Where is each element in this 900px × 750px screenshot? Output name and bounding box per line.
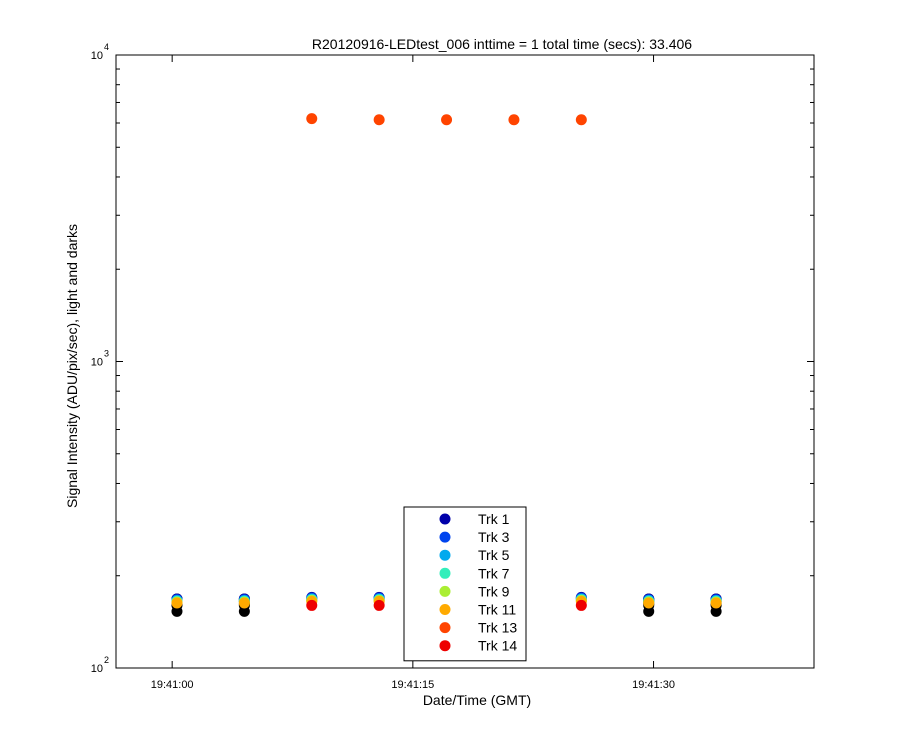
legend-label: Trk 9 xyxy=(478,583,510,599)
data-point-trk-11 xyxy=(710,597,722,609)
data-point-trk-11 xyxy=(643,597,655,609)
data-point-trk-14 xyxy=(306,599,318,611)
data-point-trk-13 xyxy=(373,114,385,126)
data-point-trk-14 xyxy=(373,599,385,611)
data-point-trk-11 xyxy=(238,597,250,609)
y-axis-label: Signal Intensity (ADU/pix/sec), light an… xyxy=(64,224,80,508)
legend-marker xyxy=(439,604,451,615)
data-point-trk-14 xyxy=(575,599,587,611)
y-tick-label-base: 10 xyxy=(91,50,103,62)
data-point-trk-13 xyxy=(575,114,587,126)
dark-point xyxy=(238,605,250,617)
y-tick-label-exponent: 2 xyxy=(104,655,109,665)
legend-label: Trk 3 xyxy=(478,529,510,545)
legend-label: Trk 13 xyxy=(478,620,517,636)
data-point-trk-13 xyxy=(306,113,318,125)
legend-marker xyxy=(439,513,451,525)
legend-box xyxy=(403,506,527,662)
legend-label: Trk 1 xyxy=(478,511,510,527)
legend-marker xyxy=(439,622,451,634)
dark-point xyxy=(171,605,183,617)
legend-label: Trk 5 xyxy=(478,547,510,563)
legend-marker xyxy=(439,640,451,652)
y-tick-label-base: 10 xyxy=(91,663,103,675)
y-tick-label-base: 10 xyxy=(91,357,103,369)
x-axis-label: Date/Time (GMT) xyxy=(423,692,531,708)
legend-marker xyxy=(439,531,451,543)
data-point-trk-11 xyxy=(171,597,183,609)
x-tick-label: 19:41:00 xyxy=(151,679,194,691)
legend-label: Trk 7 xyxy=(478,565,510,581)
legend-label: Trk 14 xyxy=(478,638,517,654)
legend-marker xyxy=(439,549,451,561)
x-tick-label: 19:41:30 xyxy=(632,679,675,691)
data-point-trk-13 xyxy=(508,114,520,126)
y-tick-label-exponent: 4 xyxy=(104,42,109,52)
legend-label: Trk 11 xyxy=(478,602,516,618)
dark-point xyxy=(643,605,655,617)
chart-title: R20120916-LEDtest_006 inttime = 1 total … xyxy=(312,36,692,52)
legend: Trk 1 Trk 3 Trk 5 Trk 7 Trk 9 Trk 11 Trk 13 Trk… xyxy=(403,506,527,662)
dark-point xyxy=(710,605,722,617)
data-point-trk-13 xyxy=(441,114,453,126)
legend-marker xyxy=(439,567,451,579)
x-tick-label: 19:41:15 xyxy=(391,679,434,691)
legend-marker xyxy=(439,585,451,597)
y-tick-label-exponent: 3 xyxy=(104,349,109,359)
